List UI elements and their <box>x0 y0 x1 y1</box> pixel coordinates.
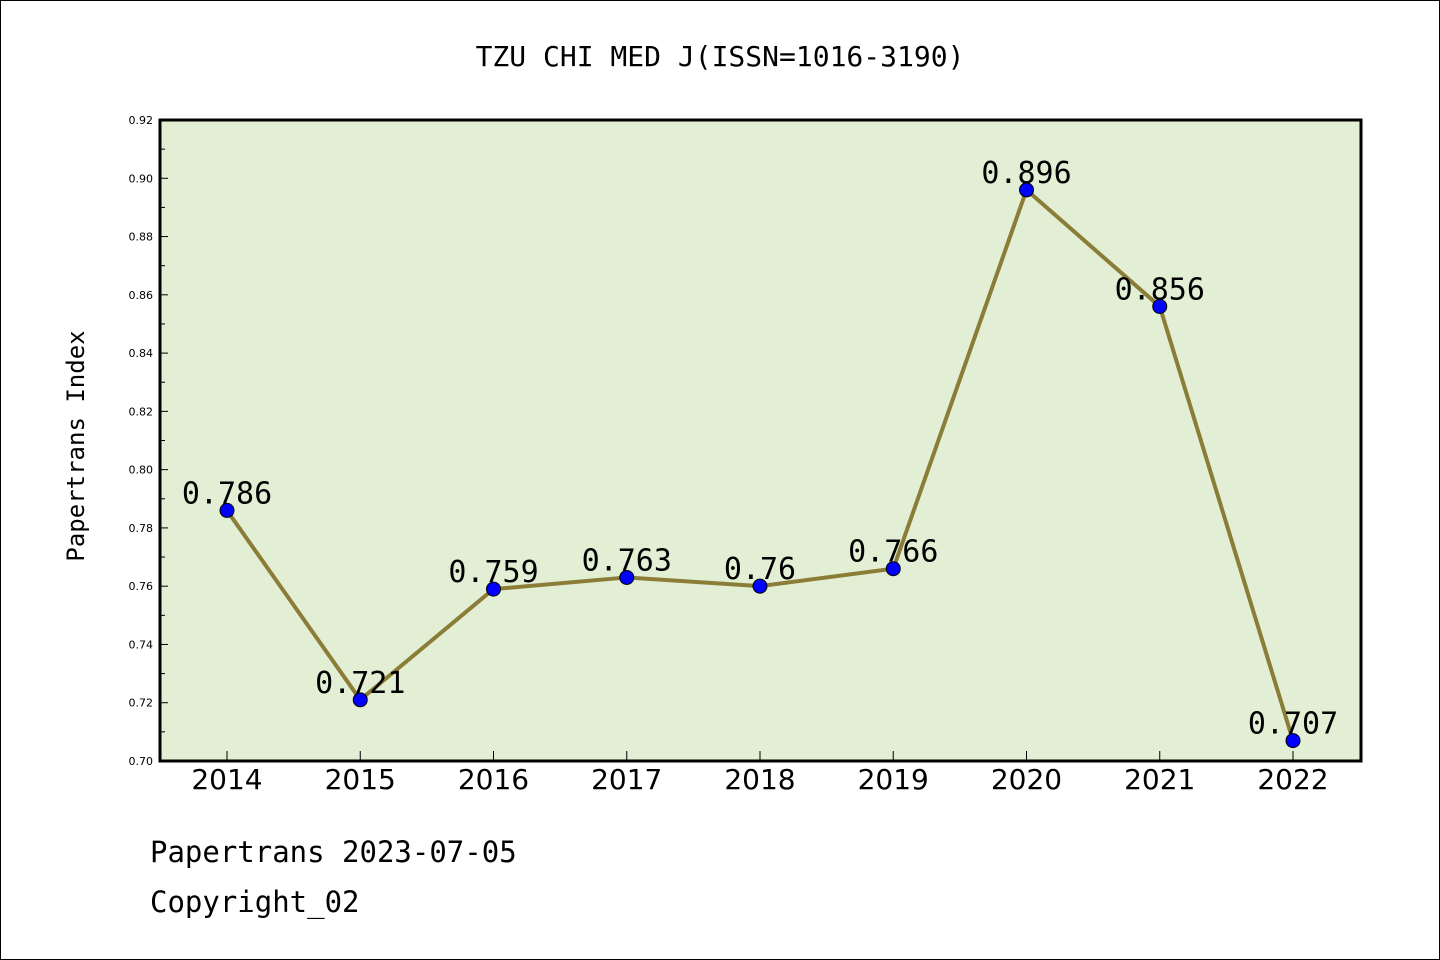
data-point <box>619 569 635 585</box>
y-tick-label: 0.92 <box>129 114 154 127</box>
y-tick-label: 0.82 <box>129 405 154 418</box>
x-axis-ticks: 2014 2015 2016 2017 2018 2019 2020 2021 2022 <box>191 751 1329 796</box>
data-point <box>1019 182 1034 198</box>
x-tick-label: 2022 <box>1257 763 1328 796</box>
data-point <box>486 581 501 597</box>
data-label: 0.76 <box>724 552 796 587</box>
data-point <box>1285 733 1301 749</box>
data-label: 0.896 <box>981 156 1071 191</box>
y-tick-label: 0.80 <box>129 464 154 477</box>
data-labels: 0.786 0.721 0.759 0.763 0.76 0.766 0.896 0.856 0… <box>182 156 1338 742</box>
y-tick-label: 0.72 <box>129 697 154 710</box>
x-tick-label: 2020 <box>991 763 1062 796</box>
y-tick-label: 0.76 <box>129 580 154 593</box>
data-label: 0.856 <box>1115 272 1205 307</box>
y-tick-label: 0.90 <box>129 172 154 185</box>
data-label: 0.786 <box>182 476 272 511</box>
data-point <box>219 502 235 518</box>
data-point <box>885 561 901 577</box>
y-tick-label: 0.78 <box>129 522 154 535</box>
y-tick-label: 0.74 <box>129 638 154 651</box>
data-point <box>752 578 768 594</box>
y-axis-ticks: 0.70 0.72 0.74 0.76 0.78 0.80 0.82 0.84 0.86 0.88… <box>129 114 168 768</box>
footer-date: Papertrans 2023-07-05 <box>150 835 517 869</box>
data-label: 0.759 <box>448 555 538 590</box>
data-label: 0.766 <box>848 535 938 570</box>
data-point <box>352 692 368 708</box>
data-label: 0.763 <box>582 543 672 578</box>
y-tick-label: 0.70 <box>129 755 154 768</box>
x-tick-label: 2018 <box>724 763 795 796</box>
data-label: 0.707 <box>1248 707 1338 742</box>
x-tick-label: 2015 <box>325 763 396 796</box>
plot-area <box>158 118 1363 763</box>
data-point <box>1152 298 1168 314</box>
x-tick-label: 2014 <box>191 763 262 796</box>
y-tick-label: 0.88 <box>129 231 154 244</box>
x-tick-label: 2016 <box>458 763 529 796</box>
chart-title: TZU CHI MED J(ISSN=1016-3190) <box>476 40 965 73</box>
data-label: 0.721 <box>315 666 405 701</box>
y-axis-label: Papertrans Index <box>62 330 90 561</box>
x-tick-label: 2017 <box>591 763 662 796</box>
x-tick-label: 2021 <box>1124 763 1195 796</box>
y-tick-label: 0.84 <box>129 347 154 360</box>
x-tick-label: 2019 <box>858 763 929 796</box>
y-tick-label: 0.86 <box>129 289 154 302</box>
footer-copyright: Copyright_02 <box>150 885 360 919</box>
series-papertrans-index <box>219 182 1301 749</box>
